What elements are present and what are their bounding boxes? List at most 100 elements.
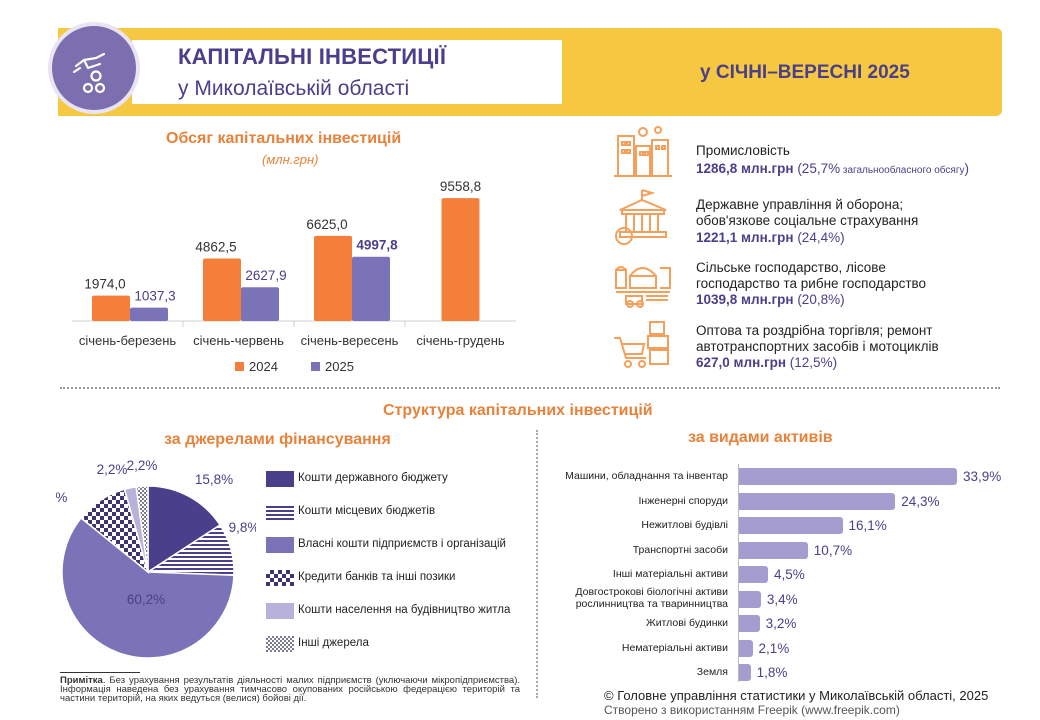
credit: Створено з використанням Freepik (www.fr… [604, 703, 900, 717]
period-label: у СІЧНІ–ВЕРЕСНІ 2025 [700, 62, 910, 83]
legend-label-5: Інші джерела [298, 637, 369, 649]
pie-slice-0 [147, 485, 222, 574]
note-text: . Без урахування результатів діяльності … [60, 675, 520, 704]
legend-label-2: Власні кошти підприємств і організацій [298, 538, 506, 550]
legend-swatch-2024 [235, 362, 244, 371]
asset-bar [739, 615, 760, 632]
legend-label-0: Кошти державного бюджету [298, 472, 448, 484]
asset-bar [739, 541, 808, 559]
legend-swatch-2025 [311, 362, 320, 371]
legend-swatch-5 [266, 636, 294, 652]
pie-label: 9,8% [56, 490, 67, 505]
note-label: Примітка [60, 675, 103, 686]
asset-value: 3,4% [766, 591, 798, 607]
asset-value: 1,8% [756, 665, 788, 680]
farm-icon [615, 266, 671, 308]
bar-label: 2627,9 [245, 268, 286, 283]
page-subtitle: у Миколаївській області [178, 77, 410, 100]
bar-2024-1 [203, 258, 241, 321]
legend-swatch-0 [266, 471, 294, 487]
pie-slice-5 [135, 485, 149, 573]
sector-name: Оптова та роздрібна торгівля; ремонт [696, 323, 933, 338]
pie-label: 2,2% [97, 462, 128, 477]
pie-label: 9,8% [229, 520, 256, 535]
sector-name: Державне управління й оборона; [696, 197, 904, 212]
volume-bar-chart: 1974,0 1037,3 січень-березень 4862,5 2627,9 с… [72, 179, 516, 374]
legend-swatch-2 [266, 537, 294, 553]
bar-label: 1974,0 [84, 277, 125, 292]
by-asset-title: за видами активів [688, 429, 833, 446]
bar-2024-3 [441, 198, 480, 321]
asset-label: Інші матеріальні активи [612, 568, 728, 580]
asset-value: 4,5% [773, 567, 805, 582]
asset-bar [739, 590, 761, 608]
pie-label: 2,2% [127, 458, 158, 473]
asset-label: Транспортні засоби [632, 543, 728, 556]
legend-swatch-4 [266, 603, 294, 619]
asset-label: Земля [696, 666, 728, 678]
category-label: січень-березень [79, 333, 177, 348]
category-label: січень-червень [193, 333, 284, 348]
structure-title: Структура капітальних інвестицій [383, 402, 653, 419]
sector-value: 1039,8 млн.грн [696, 292, 794, 307]
asset-label: Житлові будинки [646, 617, 728, 629]
government-building-icon [615, 189, 667, 245]
shopping-cart-icon [614, 321, 669, 368]
legend-label-3: Кредити банків та інші позики [298, 571, 456, 583]
bar-2025-2 [352, 256, 390, 321]
asset-value: 2,1% [758, 640, 790, 656]
sector-value: 1221,1 млн.грн [696, 230, 794, 245]
asset-bar [739, 517, 843, 534]
asset-bar [739, 492, 896, 510]
bar-label: 4862,5 [195, 239, 236, 254]
sector-pct-note: загальнообласного обсягу [840, 165, 965, 176]
volume-chart-title: Обсяг капітальних інвестицій [166, 130, 402, 147]
asset-axis [738, 464, 739, 682]
asset-value: 3,2% [765, 616, 797, 631]
asset-label: Машини, обладнання та інвентар [565, 470, 728, 482]
legend-label-2025: 2025 [325, 359, 354, 374]
header-title-box [132, 40, 562, 104]
legend-label-1: Кошти місцевих бюджетів [298, 505, 436, 517]
sector-name: Сільське господарство, лісове [696, 260, 886, 275]
page-title: КАПІТАЛЬНІ ІНВЕСТИЦІЇ [178, 44, 447, 69]
pie-label: 15,8% [195, 472, 233, 487]
sector-name: автотранспортних засобів і мотоциклів [696, 339, 939, 354]
sector-agriculture: Сільське господарство, лісове господарст… [696, 260, 926, 308]
bar-2024-2 [314, 235, 352, 321]
asset-value: 16,1% [848, 518, 887, 533]
factory-icon [614, 126, 672, 177]
asset-label: Нежитлові будівлі [641, 519, 728, 531]
footnote: Примітка. Без урахування результатів дія… [60, 675, 520, 704]
legend-label-4: Кошти населення на будівництво житла [298, 604, 511, 616]
pie-slice-2 [61, 516, 235, 659]
source-pie-chart: 15,8% 9,8% 60,2% 9,8% 2,2%2,2% [56, 458, 256, 659]
asset-bar [739, 639, 753, 657]
sector-pct: (24,4%) [797, 230, 845, 245]
sector-pct-close: ) [964, 161, 969, 176]
sector-government: Державне управління й оборона; обов'язко… [696, 197, 918, 246]
category-label: січень-грудень [416, 333, 505, 348]
sector-name: господарство та рибне господарство [696, 276, 927, 291]
sector-value: 1286,8 млн.грн [696, 161, 794, 176]
asset-bar [739, 664, 751, 681]
volume-chart-unit: (млн.грн) [262, 152, 319, 167]
asset-value: 24,3% [901, 493, 940, 509]
sector-name: Промисловість [696, 143, 790, 158]
structure-divider [536, 430, 538, 698]
sector-industry: Промисловість 1286,8 млн.грн (25,7% зага… [696, 143, 969, 179]
category-label: січень-вересень [301, 333, 399, 348]
asset-bar [739, 468, 957, 485]
sector-trade: Оптова та роздрібна торгівля; ремонт авт… [696, 323, 939, 371]
bar-2024-0 [92, 295, 130, 321]
legend-swatch-3 [266, 570, 294, 586]
sector-pct: (20,8%) [797, 292, 845, 307]
asset-label: Нематеріальні активи [621, 641, 728, 654]
asset-value: 10,7% [813, 542, 853, 558]
section-divider [60, 387, 1000, 389]
sector-pct: (12,5%) [789, 355, 838, 370]
asset-value: 33,9% [963, 469, 1002, 484]
sector-value: 627,0 млн.грн [696, 355, 787, 370]
bar-2025-0 [130, 307, 168, 321]
bar-label: 4997,8 [356, 238, 398, 253]
